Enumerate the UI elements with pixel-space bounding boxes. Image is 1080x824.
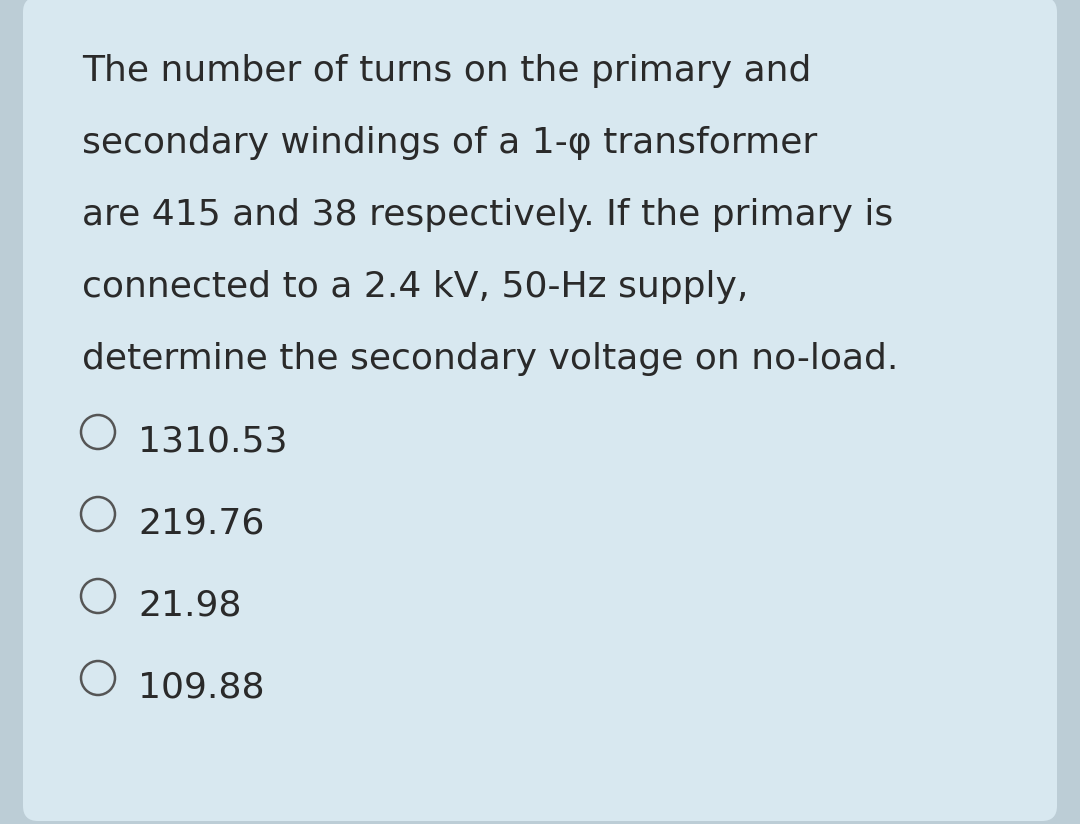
Text: are 415 and 38 respectively. If the primary is: are 415 and 38 respectively. If the prim… <box>82 198 893 232</box>
Text: determine the secondary voltage on no-load.: determine the secondary voltage on no-lo… <box>82 342 899 376</box>
Text: The number of turns on the primary and: The number of turns on the primary and <box>82 54 811 88</box>
Text: 21.98: 21.98 <box>138 589 242 623</box>
Text: 219.76: 219.76 <box>138 507 265 541</box>
Text: secondary windings of a 1-φ transformer: secondary windings of a 1-φ transformer <box>82 126 818 160</box>
Text: 1310.53: 1310.53 <box>138 425 287 459</box>
Text: 109.88: 109.88 <box>138 671 265 705</box>
Text: connected to a 2.4 kV, 50-Hz supply,: connected to a 2.4 kV, 50-Hz supply, <box>82 270 748 304</box>
FancyBboxPatch shape <box>23 0 1057 821</box>
